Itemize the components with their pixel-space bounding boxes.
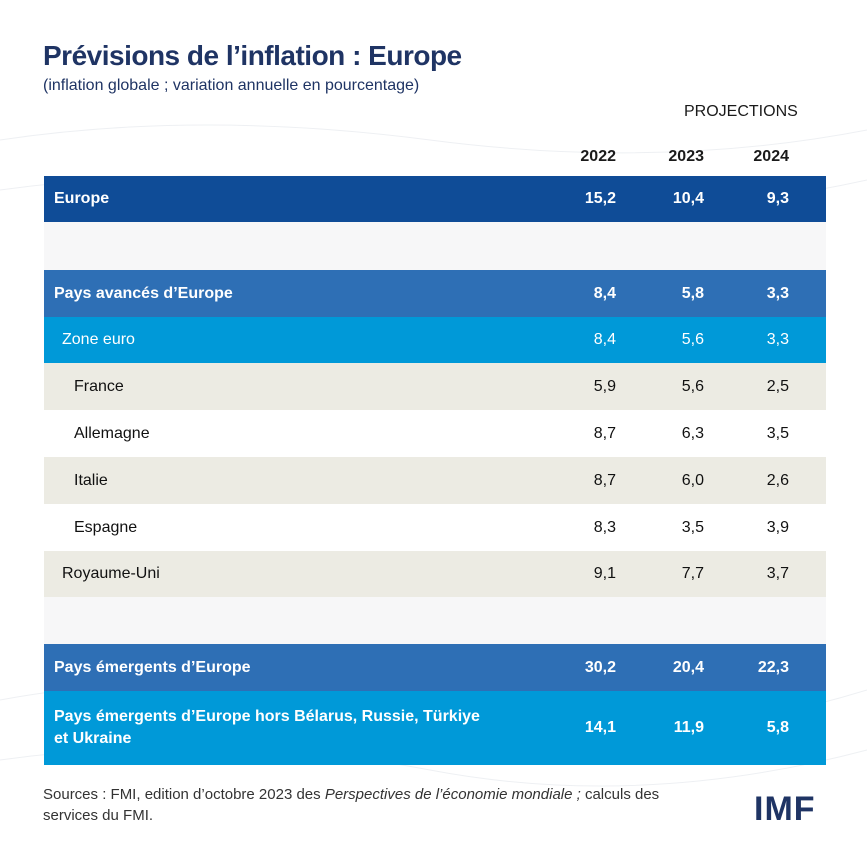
cell-value: 15,2 <box>584 190 616 207</box>
sources: Sources : FMI, edition d’octobre 2023 de… <box>43 784 703 826</box>
cell-value: 11,9 <box>673 719 704 736</box>
cell-value: 5,8 <box>766 719 789 736</box>
cell-value: 10,4 <box>672 190 704 207</box>
cell-value: 22,3 <box>757 658 789 676</box>
cell-value: 7,7 <box>681 565 704 582</box>
sources-text: calculs des services du FMI. <box>43 786 660 824</box>
row-label: France <box>74 377 124 395</box>
cell-value: 8,4 <box>593 284 616 302</box>
cell-value: 3,3 <box>766 331 789 348</box>
row-label: Zone euro <box>62 331 135 348</box>
row-label: Pays émergents d’Europe hors Bélarus, Ru… <box>54 708 480 747</box>
column-header: 2023 <box>668 148 704 165</box>
cell-value: 9,1 <box>593 565 616 582</box>
row-label: Europe <box>54 190 110 207</box>
row-label: Pays avancés d’Europe <box>54 284 233 302</box>
spacer-row <box>44 222 826 270</box>
table-row: Zone euro 8,4 5,6 3,3 <box>44 317 826 363</box>
cell-value: 2,6 <box>766 471 789 489</box>
cell-value: 5,9 <box>593 377 616 395</box>
cell-value: 8,3 <box>593 518 616 536</box>
row-label: Italie <box>74 471 108 489</box>
title: Prévisions de l’inflation : Europe <box>43 40 462 71</box>
cell-value: 5,6 <box>681 377 704 395</box>
cell-value: 14,1 <box>584 719 616 736</box>
cell-value: 3,9 <box>766 518 789 536</box>
cell-value: 3,5 <box>766 424 789 442</box>
table-row: Pays avancés d’Europe 8,4 5,8 3,3 <box>44 270 826 317</box>
table-row: Espagne 8,3 3,5 3,9 <box>44 504 826 551</box>
table-row: Europe 15,2 10,4 9,3 <box>44 176 826 222</box>
table-row: Italie 8,7 6,0 2,6 <box>44 457 826 504</box>
row-label: Espagne <box>74 518 138 536</box>
column-header: 2022 <box>580 148 616 165</box>
column-header: 2024 <box>753 148 789 165</box>
row-label: Royaume-Uni <box>62 565 160 582</box>
cell-value: 3,5 <box>681 518 704 536</box>
cell-value: 3,7 <box>766 565 789 582</box>
cell-value: 5,8 <box>681 284 704 302</box>
sources-text: Sources : FMI, edition d’octobre 2023 de… <box>43 786 325 803</box>
row-label: Pays émergents d’Europe <box>54 658 251 676</box>
table-row: Royaume-Uni 9,1 7,7 3,7 <box>44 551 826 597</box>
cell-value: 30,2 <box>584 658 616 676</box>
table-row: Allemagne 8,7 6,3 3,5 <box>44 410 826 457</box>
sources-publication: Perspectives de l’économie mondiale ; <box>324 786 581 803</box>
subtitle: (inflation globale ; variation annuelle … <box>43 77 420 94</box>
table-row: France 5,9 5,6 2,5 <box>44 363 826 410</box>
cell-value: 5,6 <box>681 331 704 348</box>
cell-value: 6,0 <box>681 471 704 489</box>
spacer-row <box>44 597 826 644</box>
cell-value: 6,3 <box>681 424 704 442</box>
table-row: Pays émergents d’Europe 30,2 20,4 22,3 <box>44 644 826 691</box>
cell-value: 8,4 <box>593 331 616 348</box>
table-row: Pays émergents d’Europe hors Bélarus, Ru… <box>44 691 826 765</box>
cell-value: 8,7 <box>593 424 616 442</box>
projections-label: PROJECTIONS <box>684 103 798 120</box>
row-label: Allemagne <box>74 424 150 442</box>
cell-value: 9,3 <box>766 190 789 207</box>
cell-value: 3,3 <box>766 284 789 302</box>
cell-value: 2,5 <box>766 377 789 395</box>
cell-value: 8,7 <box>593 471 616 489</box>
logo: IMF <box>754 790 816 828</box>
cell-value: 20,4 <box>672 658 704 676</box>
